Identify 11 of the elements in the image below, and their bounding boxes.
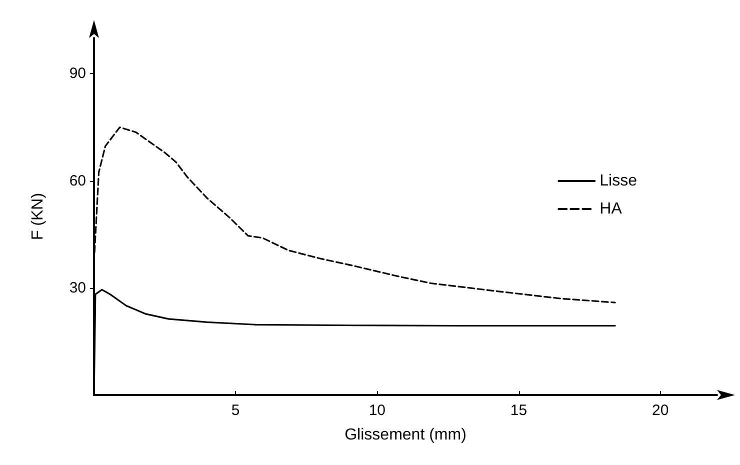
- x-tick-label: 15: [510, 402, 528, 419]
- legend-label: HA: [600, 200, 622, 218]
- y-tick-label: 30: [69, 279, 86, 296]
- y-axis-title: F (KN): [30, 192, 46, 240]
- y-tick-label: 60: [69, 172, 86, 190]
- legend-label: Lisse: [600, 172, 638, 190]
- x-tick-label: 10: [368, 402, 386, 419]
- x-tick-label: 5: [231, 402, 240, 419]
- x-axis-title: Glissement (mm): [344, 426, 466, 444]
- x-tick-label: 20: [652, 402, 669, 419]
- y-tick-label: 90: [69, 65, 86, 82]
